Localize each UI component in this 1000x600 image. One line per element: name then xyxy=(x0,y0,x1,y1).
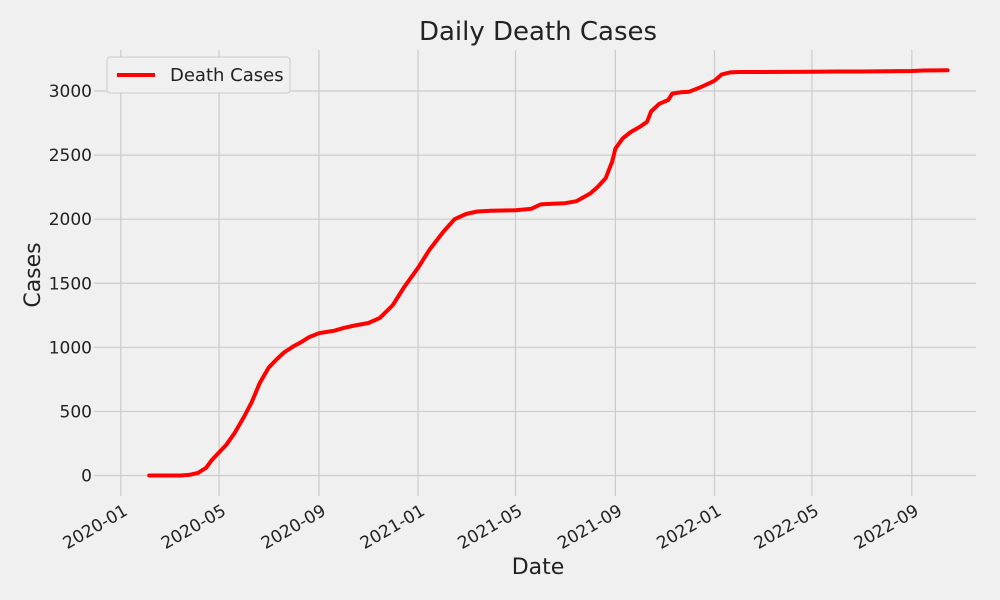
legend-label-death-cases: Death Cases xyxy=(170,65,284,86)
legend: Death Cases xyxy=(106,56,291,94)
grid-lines xyxy=(94,50,976,496)
y-axis-label: Cases xyxy=(21,242,46,307)
y-tick-label: 2000 xyxy=(49,210,92,230)
legend-box xyxy=(106,56,291,94)
y-tick-labels: 0 500 1000 1500 2000 2500 3000 xyxy=(49,82,92,486)
y-tick-label: 1000 xyxy=(49,338,92,358)
series-layer xyxy=(147,68,950,478)
y-tick-label: 2500 xyxy=(49,146,92,166)
y-tick-label: 3000 xyxy=(49,82,92,102)
series-line-death-cases xyxy=(147,68,950,478)
y-tick-label: 0 xyxy=(81,466,92,486)
y-tick-label: 1500 xyxy=(49,274,92,294)
chart-title: Daily Death Cases xyxy=(419,17,657,47)
x-axis-label: Date xyxy=(512,555,565,580)
y-tick-label: 500 xyxy=(60,402,92,422)
